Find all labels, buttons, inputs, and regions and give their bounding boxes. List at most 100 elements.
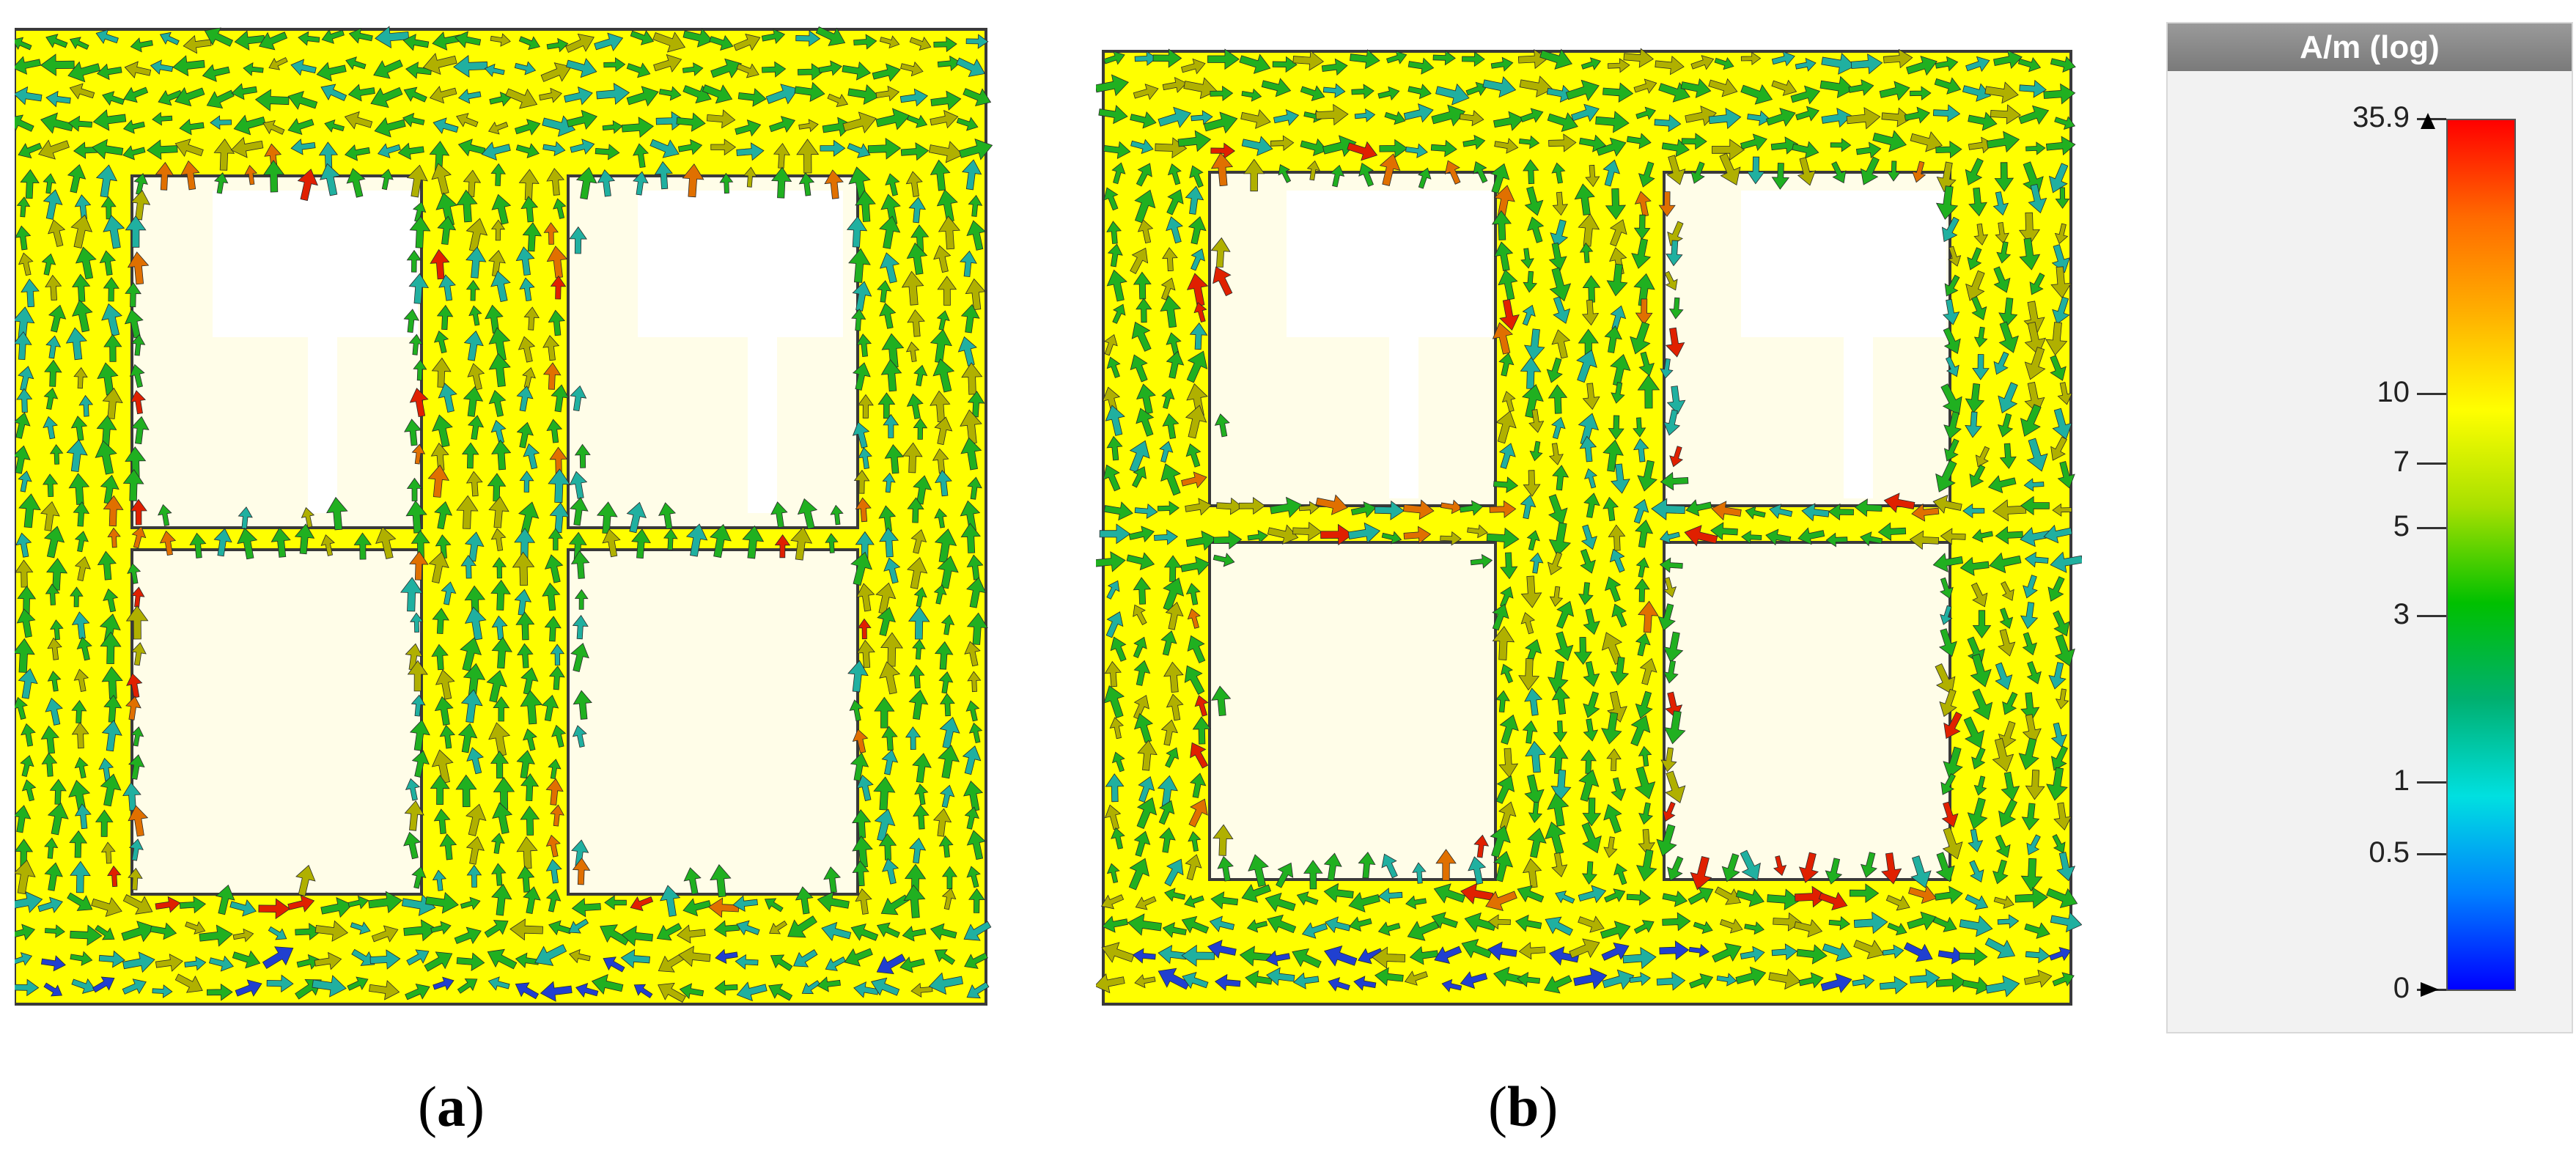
current-vector-arrow: [122, 978, 147, 995]
current-vector-arrow: [884, 444, 905, 474]
current-vector-arrow: [654, 161, 673, 190]
current-vector-arrow: [1662, 891, 1688, 907]
current-vector-arrow: [408, 333, 423, 355]
current-vector-arrow: [1518, 942, 1546, 960]
current-vector-arrow: [1937, 946, 1965, 965]
current-vector-arrow: [1347, 522, 1381, 544]
current-vector-arrow: [965, 278, 986, 311]
current-vector-arrow: [21, 723, 36, 747]
current-vector-arrow: [1690, 55, 1715, 70]
current-vector-arrow: [656, 923, 682, 941]
current-vector-arrow: [150, 59, 174, 75]
current-vector-arrow: [796, 139, 820, 174]
current-vector-arrow: [719, 172, 734, 194]
current-vector-arrow: [2018, 212, 2040, 245]
current-vector-arrow: [519, 471, 534, 493]
current-vector-arrow: [602, 528, 621, 558]
current-vector-arrow: [1852, 974, 1875, 989]
current-vector-arrow: [287, 90, 318, 110]
current-vector-arrow: [1622, 946, 1657, 970]
current-vector-arrow: [1553, 296, 1571, 324]
current-vector-arrow: [1544, 975, 1572, 994]
current-vector-arrow: [715, 948, 738, 965]
current-vector-arrow: [1265, 892, 1296, 913]
current-vector-arrow: [1207, 48, 1240, 70]
current-vector-arrow: [1611, 777, 1627, 801]
current-vector-arrow: [425, 891, 459, 914]
current-vector-arrow: [1633, 498, 1649, 524]
current-vector-arrow: [1794, 885, 1828, 908]
current-vector-arrow: [18, 252, 34, 276]
current-vector-arrow: [702, 84, 733, 104]
current-vector-arrow: [1549, 267, 1572, 302]
current-vector-arrow: [1189, 165, 1204, 188]
current-vector-arrow: [2020, 404, 2042, 437]
current-vector-arrow: [1663, 710, 1686, 745]
current-vector-arrow: [1903, 942, 1933, 962]
current-vector-arrow: [1160, 463, 1181, 496]
current-vector-arrow: [1714, 56, 1734, 70]
current-vector-arrow: [1528, 801, 1543, 823]
current-vector-arrow: [103, 694, 122, 723]
current-vector-arrow: [159, 32, 180, 45]
current-vector-arrow: [1610, 656, 1630, 686]
current-vector-arrow: [544, 616, 562, 642]
current-vector-arrow: [1992, 191, 2009, 216]
current-vector-arrow: [155, 161, 174, 191]
current-vector-arrow: [1995, 222, 2009, 244]
current-vector-arrow: [626, 62, 651, 78]
current-vector-arrow: [515, 611, 535, 641]
current-vector-arrow: [484, 920, 509, 938]
current-vector-arrow: [966, 981, 990, 999]
current-vector-arrow: [967, 476, 982, 500]
current-vector-arrow: [1681, 133, 1707, 150]
current-vector-arrow: [1212, 530, 1243, 550]
current-vector-arrow: [1712, 943, 1742, 963]
t-slot-cutout: [1389, 330, 1418, 498]
current-vector-arrow: [1417, 167, 1432, 189]
current-vector-arrow: [1300, 138, 1328, 156]
current-vector-arrow: [1747, 110, 1771, 126]
current-vector-arrow: [676, 112, 706, 132]
current-vector-arrow: [1526, 530, 1540, 551]
current-vector-arrow: [344, 111, 373, 130]
current-vector-arrow: [1822, 943, 1852, 962]
current-vector-arrow: [1583, 718, 1599, 742]
current-vector-arrow: [301, 506, 315, 528]
current-vector-arrow: [1459, 500, 1484, 516]
current-vector-arrow: [1714, 886, 1742, 905]
current-vector-arrow: [437, 215, 457, 246]
current-vector-arrow: [1520, 612, 1536, 635]
current-vector-arrow: [569, 226, 587, 254]
current-vector-arrow: [287, 118, 314, 136]
current-vector-arrow: [1210, 237, 1231, 268]
current-vector-arrow: [492, 557, 507, 579]
current-vector-arrow: [570, 643, 589, 672]
current-vector-arrow: [1607, 58, 1630, 73]
current-vector-arrow: [18, 668, 38, 699]
current-vector-arrow: [67, 61, 100, 83]
current-vector-arrow: [797, 498, 818, 530]
current-vector-arrow: [709, 34, 734, 51]
current-vector-arrow: [1685, 106, 1717, 127]
current-vector-arrow: [2043, 83, 2076, 105]
current-vector-arrow: [879, 215, 901, 249]
current-vector-arrow: [1659, 530, 1680, 544]
current-vector-arrow: [70, 416, 88, 441]
current-vector-arrow: [1995, 526, 2023, 545]
current-vector-arrow: [2050, 911, 2082, 933]
current-vector-arrow: [1181, 58, 1206, 75]
current-vector-arrow: [1638, 600, 1659, 633]
current-vector-arrow: [1611, 603, 1627, 628]
current-vector-arrow: [67, 892, 93, 911]
current-vector-arrow: [1546, 84, 1575, 103]
current-vector-arrow: [230, 136, 264, 158]
current-vector-arrow: [1634, 578, 1650, 602]
current-vector-arrow: [295, 923, 322, 940]
current-vector-arrow: [1630, 321, 1651, 355]
current-vector-arrow: [882, 858, 899, 885]
current-vector-arrow: [152, 111, 173, 126]
current-vector-arrow: [345, 56, 367, 70]
current-vector-arrow: [817, 976, 841, 992]
current-vector-arrow: [1935, 663, 1956, 695]
